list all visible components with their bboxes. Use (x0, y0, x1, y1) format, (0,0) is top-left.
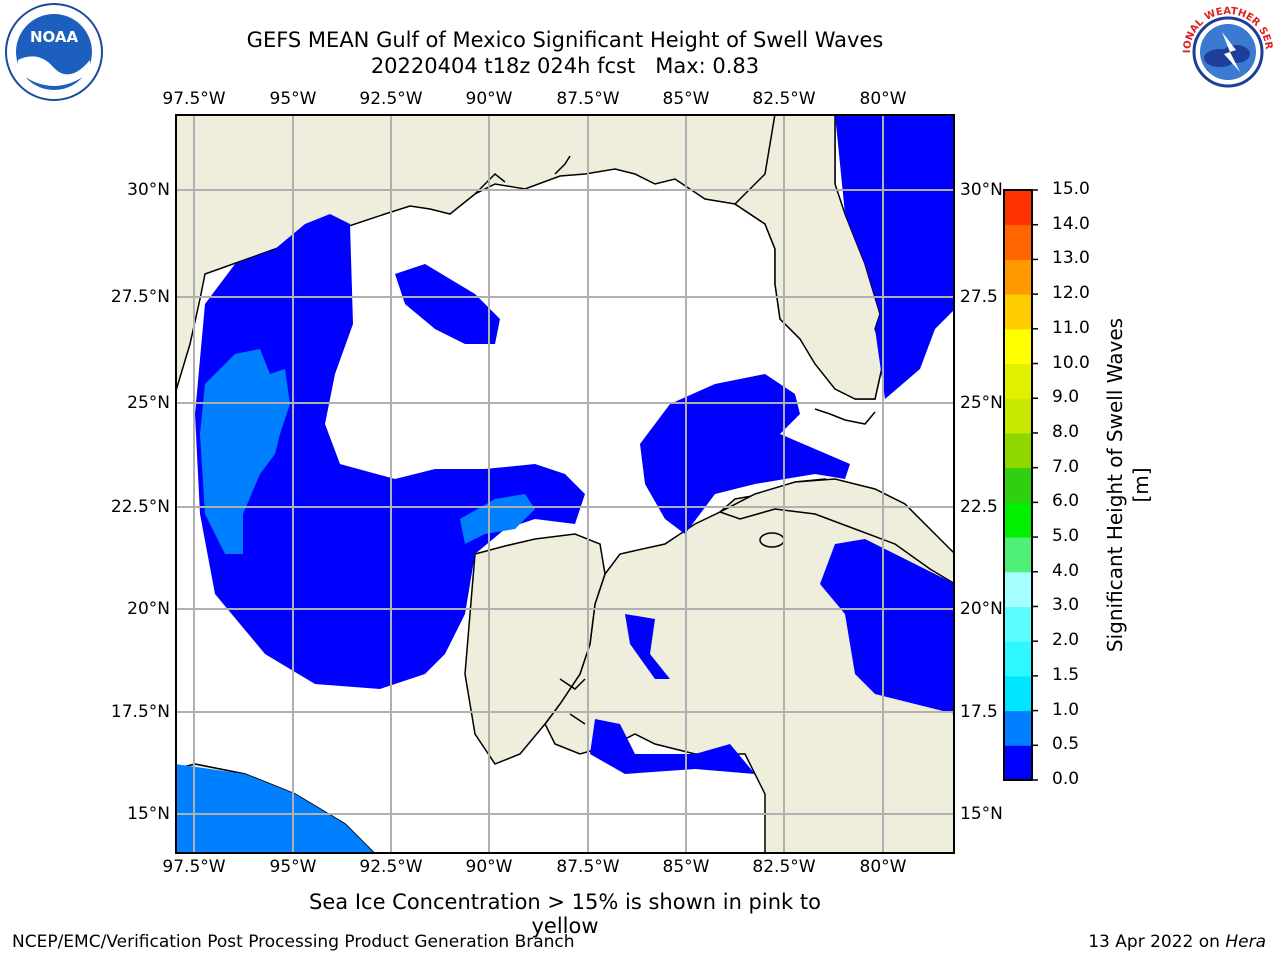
lat-label-left: 20°N (127, 599, 170, 619)
lon-label-top: 82.5°W (752, 89, 816, 109)
colorbar-frame (1003, 189, 1033, 781)
lat-label-left: 17.5°N (110, 702, 170, 722)
lon-label-top: 80°W (859, 89, 907, 109)
cuba-land (718, 478, 955, 585)
colorbar (1003, 189, 1038, 781)
colorbar-tick-label: 8.0 (1052, 421, 1080, 442)
date-stamp: 13 Apr 2022 on Hera (1088, 932, 1266, 952)
credit-line: NCEP/EMC/Verification Post Processing Pr… (12, 932, 575, 952)
colorbar-tick-label: 10.0 (1052, 352, 1090, 373)
lon-label-top: 85°W (662, 89, 710, 109)
jamaica-land (759, 532, 785, 548)
lat-label-left: 30°N (127, 180, 170, 200)
lon-label-top: 95°W (269, 89, 317, 109)
host-name: Hera (1225, 932, 1266, 952)
colorbar-band (1004, 363, 1032, 399)
lat-label-right: 27.5 (960, 287, 998, 307)
map-graticule (175, 114, 955, 854)
colorbar-tick-label: 0.0 (1052, 769, 1080, 789)
colorbar-tick-label: 12.0 (1052, 283, 1090, 304)
colorbar-tick-label: 4.0 (1052, 560, 1080, 581)
lat-label-right: 22.5 (960, 497, 998, 517)
colorbar-band (1004, 224, 1032, 260)
lon-label-top: 92.5°W (359, 89, 423, 109)
lat-label-right: 25°N (960, 393, 1003, 413)
noaa-logo: NOAA (5, 3, 103, 101)
colorbar-tick-label: 11.0 (1052, 317, 1090, 338)
colorbar-band (1004, 398, 1032, 434)
colorbar-tick-label: 13.0 (1052, 248, 1090, 269)
sea-ice-note: Sea Ice Concentration > 15% is shown in … (309, 890, 821, 938)
colorbar-tick-label: 7.0 (1052, 456, 1080, 477)
florida-land (733, 114, 886, 400)
lon-label-bottom: 95°W (269, 857, 317, 877)
lon-label-bottom: 92.5°W (359, 857, 423, 877)
colorbar-band (1004, 190, 1032, 226)
yucatan-land (464, 533, 606, 765)
colorbar-band (1004, 641, 1032, 677)
colorbar-band (1004, 502, 1032, 538)
lon-label-bottom: 87.5°W (556, 857, 620, 877)
lon-label-bottom: 82.5°W (752, 857, 816, 877)
colorbar-tick-label: 15.0 (1052, 179, 1090, 199)
colorbar-tick-label: 6.0 (1052, 491, 1080, 512)
map-title: GEFS MEAN Gulf of Mexico Significant Hei… (246, 28, 884, 52)
nws-logo: NATIONAL WEATHER SERVICE (1178, 2, 1276, 100)
colorbar-band (1004, 710, 1032, 746)
lat-label-left: 22.5°N (110, 497, 170, 517)
colorbar-band (1004, 328, 1032, 365)
colorbar-label: Significant Height of Swell Waves [m] (1103, 317, 1153, 653)
lon-label-bottom: 85°W (662, 857, 710, 877)
lon-label-top: 97.5°W (162, 89, 226, 109)
colorbar-tick-label: 3.0 (1052, 595, 1080, 616)
lon-label-top: 90°W (465, 89, 513, 109)
map-frame (175, 114, 955, 854)
colorbar-band (1004, 294, 1032, 330)
colorbar-band (1004, 571, 1032, 607)
colorbar-band (1004, 259, 1032, 295)
lat-label-right: 17.5 (960, 702, 998, 722)
colorbar-band (1004, 745, 1032, 781)
lon-label-bottom: 97.5°W (162, 857, 226, 877)
colorbar-tick-label: 5.0 (1052, 526, 1080, 547)
colorbar-tick-label: 1.0 (1052, 699, 1080, 720)
colorbar-tick-label: 14.0 (1052, 213, 1090, 234)
lat-label-left: 25°N (127, 393, 170, 413)
lat-label-right: 15°N (960, 804, 1003, 824)
lon-label-bottom: 90°W (465, 857, 513, 877)
lat-label-right: 30°N (960, 180, 1003, 200)
colorbar-tick-label: 9.0 (1052, 387, 1080, 408)
lon-label-top: 87.5°W (556, 89, 620, 109)
lat-label-left: 15°N (127, 804, 170, 824)
colorbar-band (1004, 606, 1032, 642)
colorbar-tick-label: 0.5 (1052, 734, 1080, 755)
colorbar-band (1004, 432, 1032, 469)
colorbar-band (1004, 537, 1032, 573)
swell-height-map (175, 114, 955, 854)
lat-label-left: 27.5°N (110, 287, 170, 307)
map-subtitle: 20220404 t18z 024h fcst Max: 0.83 (370, 54, 760, 78)
lon-label-bottom: 80°W (859, 857, 907, 877)
colorbar-tick-label: 1.5 (1052, 664, 1080, 685)
swell-band-0.5-1.0 (175, 349, 535, 854)
date-text: 13 Apr 2022 on (1088, 932, 1220, 952)
colorbar-tick-label: 2.0 (1052, 630, 1080, 651)
lat-label-right: 20°N (960, 599, 1003, 619)
noaa-logo-text: NOAA (30, 28, 79, 46)
colorbar-band (1004, 675, 1032, 712)
colorbar-band (1004, 467, 1032, 503)
